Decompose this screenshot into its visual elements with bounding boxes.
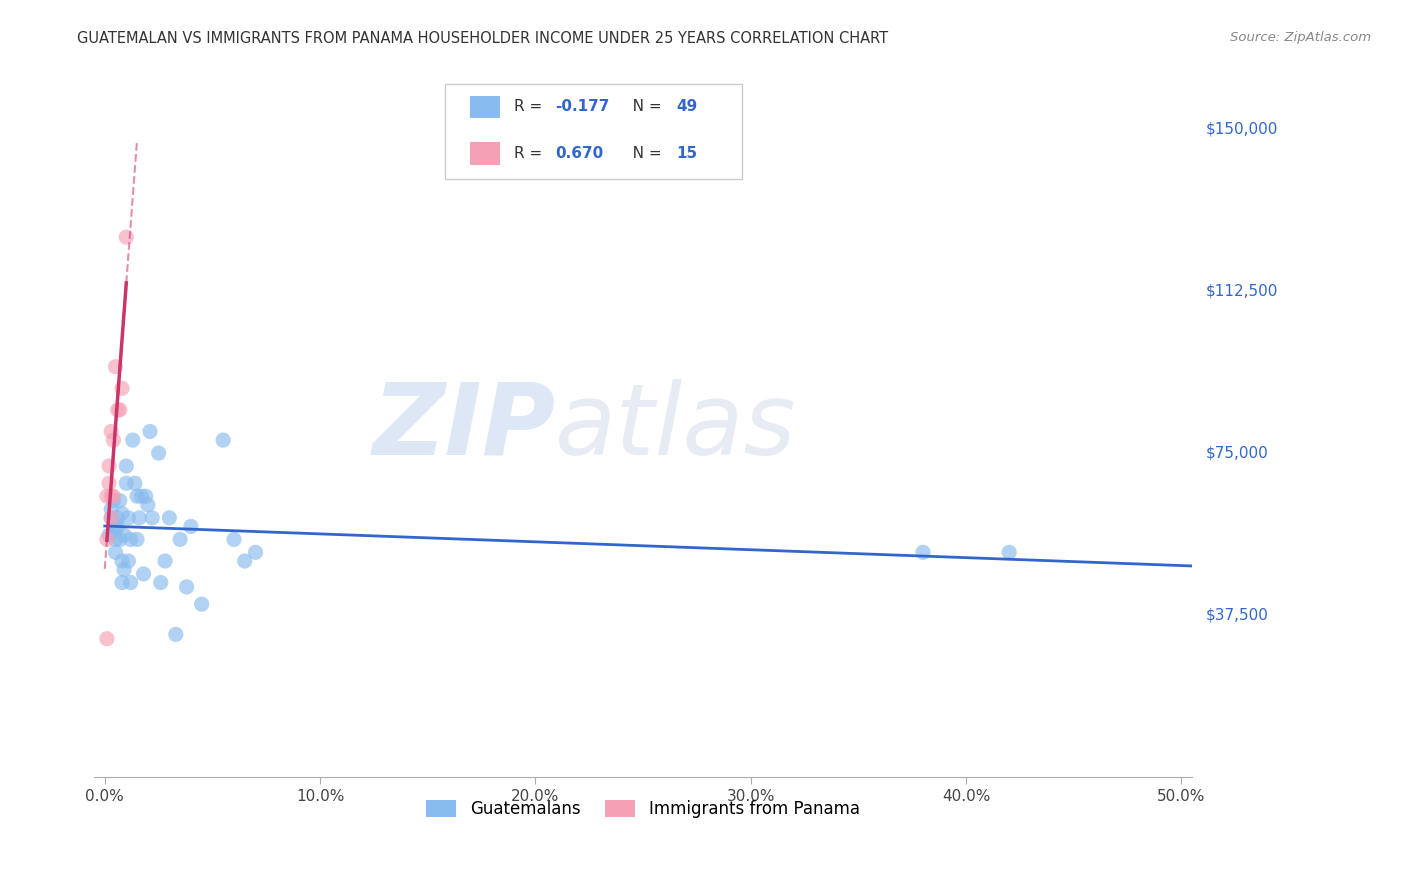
- Point: [104, 359, 127, 374]
- Legend: Guatemalans, Immigrants from Panama: Guatemalans, Immigrants from Panama: [420, 793, 866, 824]
- Point: [104, 545, 127, 559]
- Point: [111, 507, 134, 521]
- Point: [103, 489, 125, 503]
- Point: [103, 433, 125, 447]
- Point: [108, 403, 131, 417]
- Text: R =: R =: [513, 146, 547, 161]
- Point: [107, 511, 129, 525]
- Point: [112, 528, 135, 542]
- Point: [96, 533, 118, 547]
- Point: [117, 554, 139, 568]
- Point: [222, 533, 245, 547]
- Point: [107, 403, 129, 417]
- Point: [120, 533, 142, 547]
- Point: [111, 381, 134, 395]
- Point: [115, 230, 138, 244]
- Point: [132, 566, 155, 581]
- Point: [115, 458, 138, 473]
- Point: [108, 533, 131, 547]
- FancyBboxPatch shape: [446, 85, 742, 179]
- Point: [104, 519, 127, 533]
- Text: 15: 15: [676, 146, 697, 161]
- Point: [100, 511, 122, 525]
- Point: [233, 554, 256, 568]
- Point: [100, 511, 122, 525]
- Point: [117, 511, 139, 525]
- Point: [125, 489, 148, 503]
- Text: N =: N =: [617, 99, 666, 114]
- Point: [107, 519, 129, 533]
- Point: [111, 554, 134, 568]
- Point: [165, 627, 187, 641]
- Point: [96, 489, 118, 503]
- Point: [128, 511, 150, 525]
- Text: R =: R =: [513, 99, 547, 114]
- Point: [148, 446, 170, 460]
- Text: GUATEMALAN VS IMMIGRANTS FROM PANAMA HOUSEHOLDER INCOME UNDER 25 YEARS CORRELATI: GUATEMALAN VS IMMIGRANTS FROM PANAMA HOU…: [77, 31, 889, 46]
- Point: [136, 498, 159, 512]
- Point: [103, 493, 125, 508]
- Text: 0.670: 0.670: [555, 146, 603, 161]
- Point: [176, 580, 198, 594]
- Text: ZIP: ZIP: [373, 378, 555, 475]
- Text: atlas: atlas: [555, 378, 797, 475]
- Point: [100, 489, 122, 503]
- Point: [912, 545, 935, 559]
- Text: N =: N =: [617, 146, 666, 161]
- Point: [153, 554, 176, 568]
- Point: [135, 489, 157, 503]
- Text: $75,000: $75,000: [1206, 446, 1268, 460]
- Point: [169, 533, 191, 547]
- Point: [212, 433, 235, 447]
- Text: $112,500: $112,500: [1206, 284, 1278, 299]
- Point: [157, 511, 180, 525]
- Point: [139, 425, 162, 439]
- Text: -0.177: -0.177: [555, 99, 610, 114]
- Point: [112, 563, 135, 577]
- Point: [104, 533, 127, 547]
- Point: [100, 502, 122, 516]
- Point: [115, 476, 138, 491]
- FancyBboxPatch shape: [470, 95, 501, 118]
- Text: 49: 49: [676, 99, 697, 114]
- Point: [149, 575, 172, 590]
- Point: [98, 528, 121, 542]
- Point: [98, 476, 121, 491]
- Point: [125, 533, 148, 547]
- Point: [100, 425, 122, 439]
- Point: [998, 545, 1021, 559]
- Point: [121, 433, 143, 447]
- Point: [141, 511, 163, 525]
- Text: $150,000: $150,000: [1206, 121, 1278, 136]
- Point: [180, 519, 202, 533]
- Point: [98, 458, 121, 473]
- Point: [131, 489, 153, 503]
- Point: [103, 524, 125, 538]
- Point: [108, 493, 131, 508]
- Point: [120, 575, 142, 590]
- Point: [245, 545, 267, 559]
- Point: [124, 476, 146, 491]
- FancyBboxPatch shape: [470, 143, 501, 165]
- Text: $37,500: $37,500: [1206, 607, 1270, 623]
- Point: [111, 575, 134, 590]
- Text: Source: ZipAtlas.com: Source: ZipAtlas.com: [1230, 31, 1371, 45]
- Point: [96, 632, 118, 646]
- Point: [190, 597, 212, 611]
